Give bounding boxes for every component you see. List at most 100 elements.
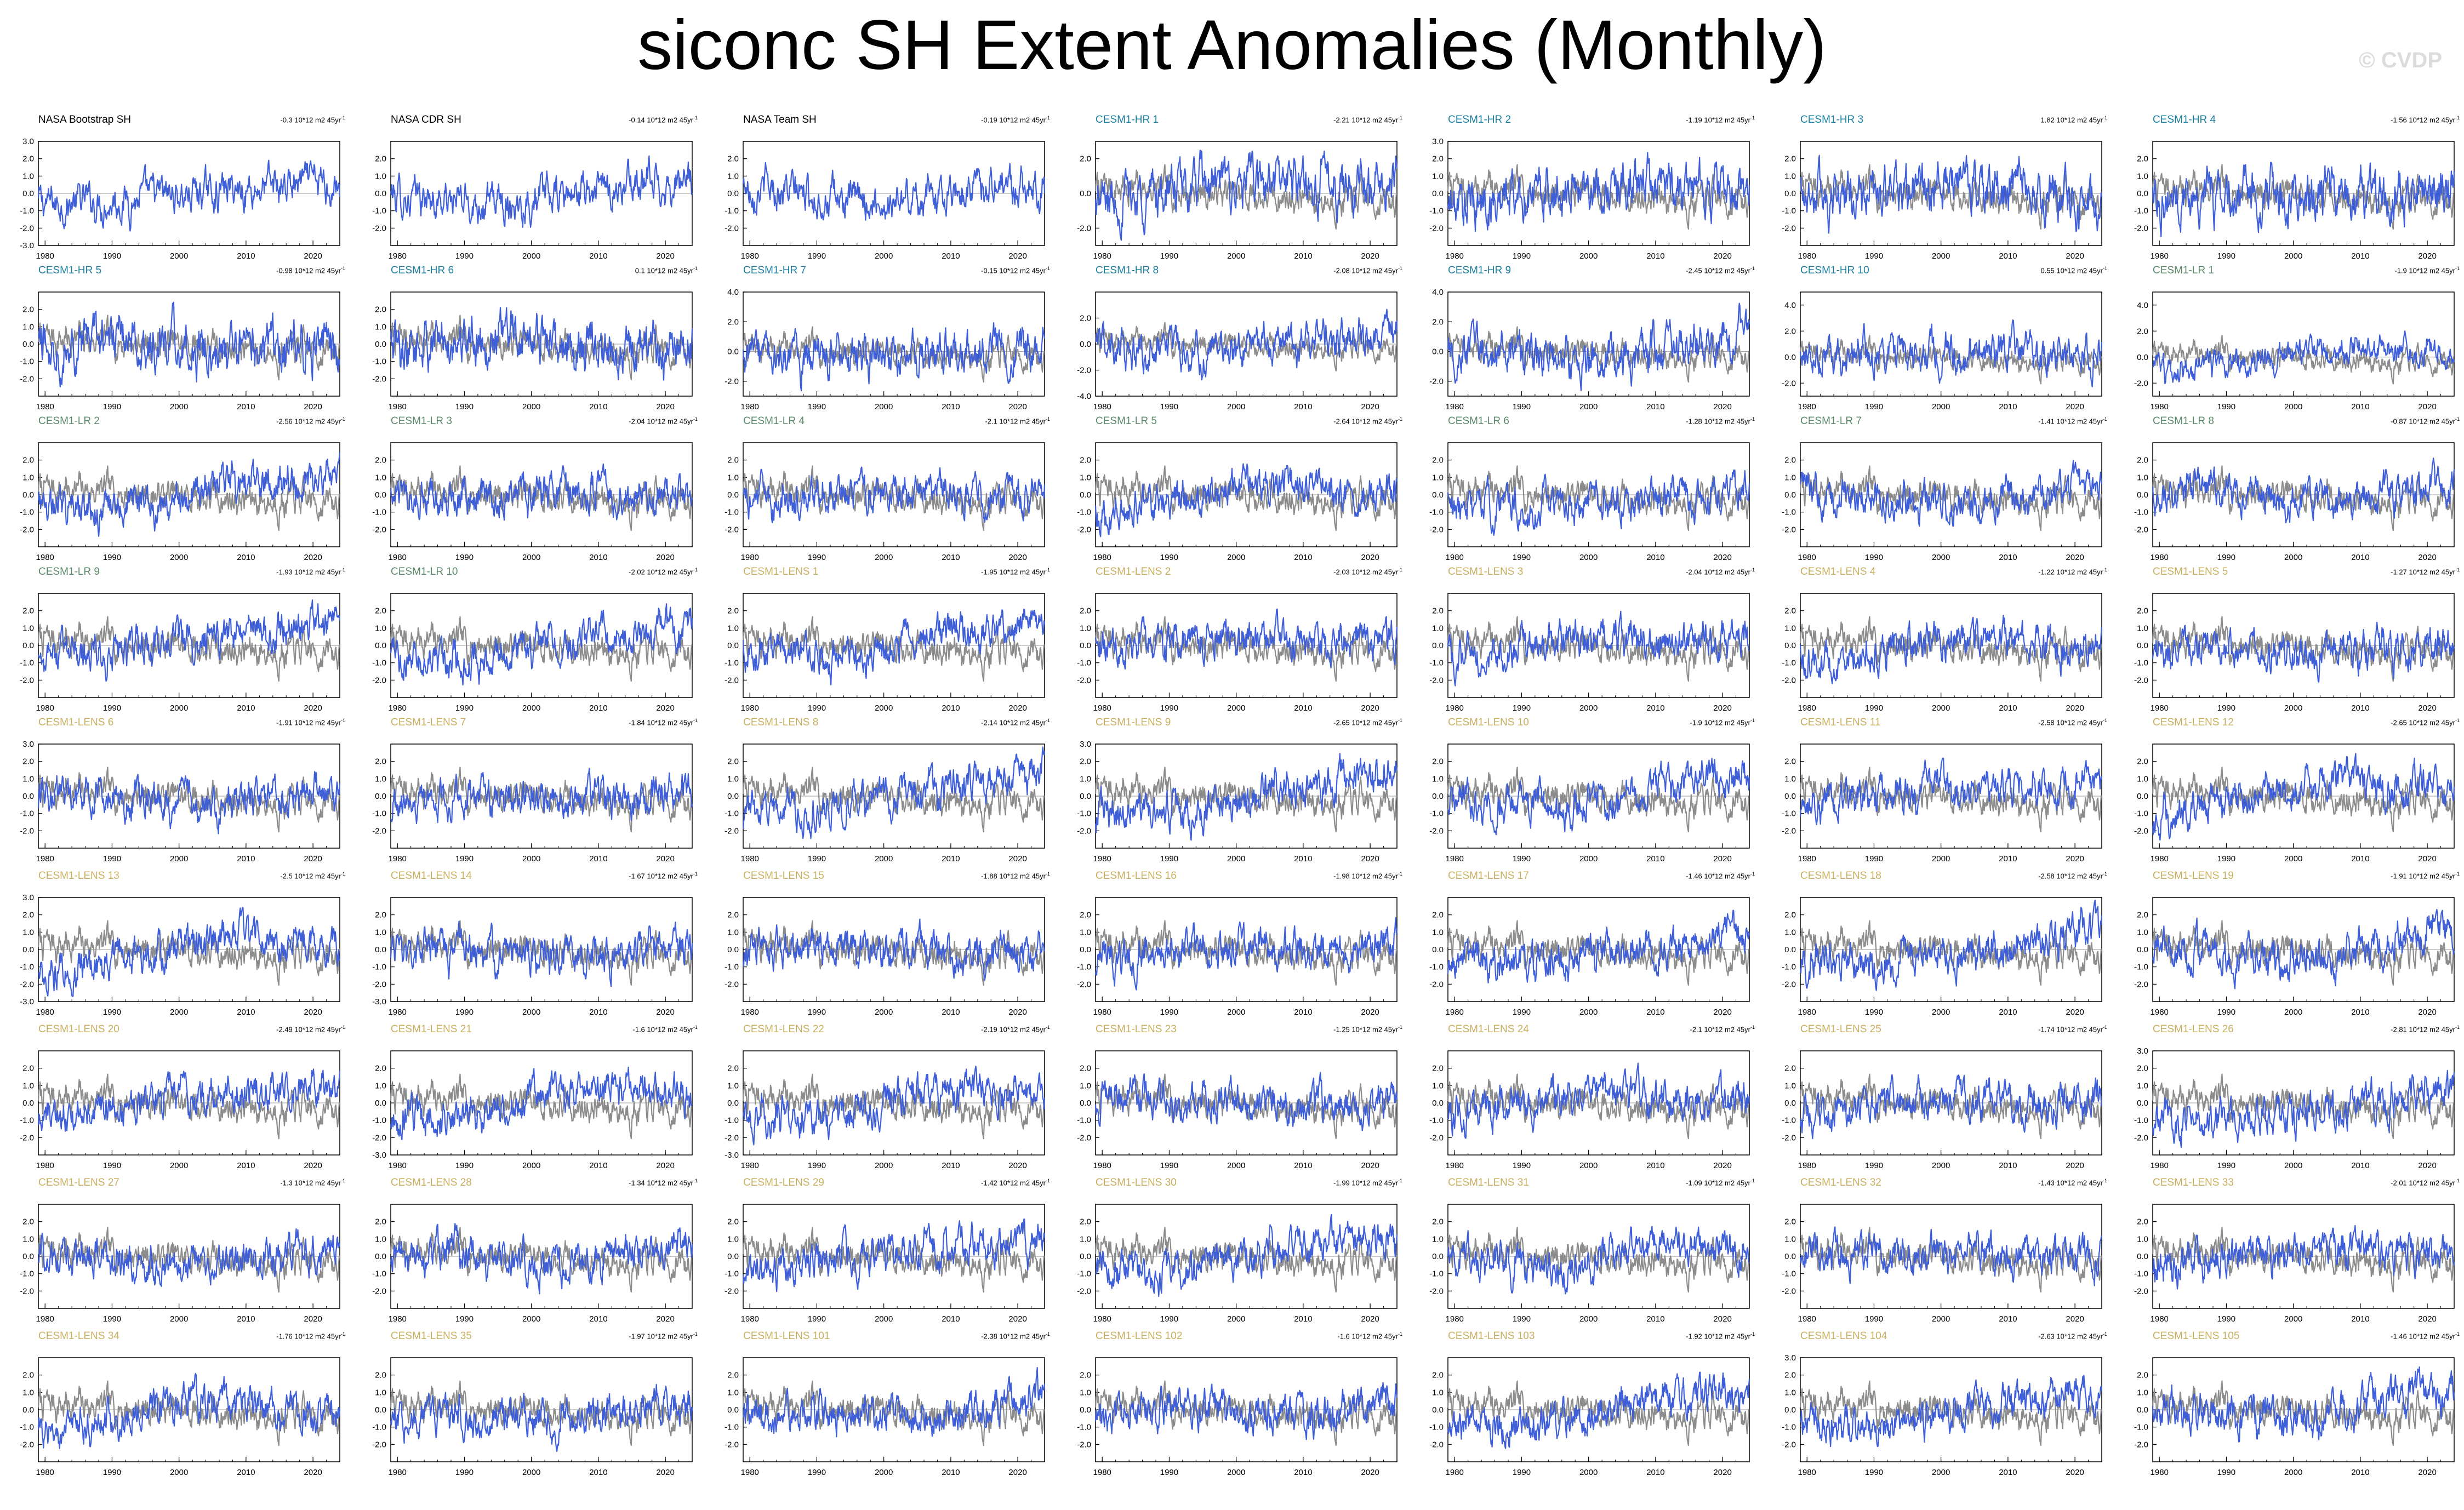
- chart-panel: NASA Bootstrap SH -0.3 10*12 m2 45yr-1 198…: [5, 110, 358, 263]
- x-tick-label: 1980: [389, 1008, 407, 1017]
- chart-panel: CESM1-LENS 28 -1.34 10*12 m2 45yr-1 1980 19…: [358, 1172, 710, 1326]
- panel-trend-label: -1.91 10*12 m2 45yr-1: [276, 718, 345, 727]
- x-tick-label: 2020: [1713, 402, 1731, 411]
- model-series-line: [2152, 162, 2455, 237]
- y-tick-label: 2.0: [22, 456, 34, 465]
- x-tick-label: 2020: [2418, 854, 2436, 863]
- panel-title: NASA Bootstrap SH: [38, 114, 131, 125]
- x-tick-label: 2000: [2284, 1468, 2302, 1477]
- y-tick-label: 1.0: [1080, 624, 1091, 633]
- x-tick-label: 2020: [1361, 1314, 1379, 1324]
- y-tick-label: 2.0: [1784, 911, 1796, 920]
- x-tick-label: 1990: [1513, 1468, 1531, 1477]
- panel-trend-label: -1.84 10*12 m2 45yr-1: [629, 718, 698, 727]
- trend-value: -2.64: [1333, 417, 1350, 426]
- panel-trend-label: -2.45 10*12 m2 45yr-1: [1686, 266, 1755, 274]
- x-tick-label: 2010: [1294, 1008, 1312, 1017]
- y-tick-label: 1.0: [1432, 624, 1444, 633]
- panel-trend-label: -2.14 10*12 m2 45yr-1: [981, 718, 1050, 727]
- y-tick-label: 0.0: [1432, 490, 1444, 500]
- model-series-line: [1447, 1226, 1750, 1295]
- y-tick-label: -1.0: [20, 207, 34, 216]
- panel-title: CESM1-LENS 7: [391, 717, 466, 728]
- panel-trend-label: -1.9 10*12 m2 45yr-1: [1690, 718, 1755, 727]
- model-series-line: [742, 608, 1046, 685]
- model-series-line: [1447, 610, 1750, 687]
- panel-trend-label: -2.04 10*12 m2 45yr-1: [1686, 567, 1755, 576]
- y-tick-label: -1.0: [1429, 1116, 1444, 1125]
- x-tick-label: 2000: [522, 703, 540, 713]
- observed-series-line: [1094, 767, 1398, 833]
- y-tick-label: 1.0: [375, 774, 386, 783]
- y-tick-label: 2.0: [1080, 456, 1091, 465]
- y-tick-label: 2.0: [727, 1217, 739, 1227]
- chart-panel: CESM1-LENS 102 -1.6 10*12 m2 45yr-1 1980 19…: [1063, 1326, 1415, 1479]
- trend-value: 0.1: [635, 266, 645, 275]
- y-tick-label: 0.0: [375, 490, 386, 500]
- x-tick-label: 2020: [2418, 1314, 2436, 1324]
- chart-panel: CESM1-LENS 13 -2.5 10*12 m2 45yr-1 1980 199…: [5, 866, 358, 1019]
- x-tick-label: 2020: [1713, 854, 1731, 863]
- y-tick-label: 1.0: [1784, 928, 1796, 937]
- x-tick-label: 1980: [1798, 251, 1816, 261]
- trend-unit: 10*12 m2 45yr: [1704, 872, 1750, 880]
- x-tick-label: 2010: [942, 1468, 960, 1477]
- y-tick-label: 0.0: [2137, 945, 2148, 954]
- x-tick-label: 2000: [522, 251, 540, 261]
- panel-title: CESM1-LENS 10: [1448, 717, 1529, 728]
- x-tick-label: 2020: [1713, 1161, 1731, 1170]
- x-tick-label: 2000: [2284, 703, 2302, 713]
- panel-plot: 1980 1990 2000 2010 2020 2.0 1.0 0.0 -1.0 -2.0: [20, 1204, 341, 1324]
- y-tick-label: -1.0: [372, 1116, 386, 1125]
- panel-plot: 1980 1990 2000 2010 2020 2.0 1.0 0.0 -1.0 -2.0: [725, 141, 1046, 261]
- y-tick-label: 1.0: [1784, 473, 1796, 482]
- chart-panel: CESM1-LENS 19 -1.91 10*12 m2 45yr-1 1980 19…: [2120, 866, 2464, 1019]
- x-tick-label: 2010: [237, 553, 255, 562]
- y-tick-label: -2.0: [372, 980, 386, 989]
- panel-title: CESM1-LENS 25: [1800, 1023, 1881, 1035]
- x-tick-label: 2020: [656, 553, 674, 562]
- x-tick-label: 2010: [589, 703, 607, 713]
- y-tick-label: 2.0: [375, 305, 386, 314]
- x-tick-label: 2000: [522, 1161, 540, 1170]
- trend-value: -1.99: [1333, 1179, 1350, 1187]
- x-tick-label: 1980: [2151, 1314, 2169, 1324]
- trend-unit: 10*12 m2 45yr: [647, 116, 693, 124]
- x-tick-label: 2000: [1227, 854, 1245, 863]
- x-tick-label: 2000: [170, 703, 188, 713]
- y-tick-label: 2.0: [22, 1064, 34, 1073]
- chart-panel: NASA Team SH -0.19 10*12 m2 45yr-1 1980 199…: [710, 110, 1063, 263]
- y-tick-label: 1.0: [375, 1388, 386, 1397]
- panel-title: CESM1-LENS 18: [1800, 870, 1881, 882]
- y-tick-label: 1.0: [727, 774, 739, 783]
- x-tick-label: 2020: [2066, 1468, 2084, 1477]
- y-tick-label: 2.0: [22, 757, 34, 767]
- y-tick-label: 1.0: [1432, 1081, 1444, 1090]
- y-tick-label: 0.0: [727, 792, 739, 801]
- y-tick-label: -1.0: [1429, 508, 1444, 517]
- x-tick-label: 2010: [1999, 703, 2017, 713]
- y-tick-label: 2.0: [1432, 317, 1444, 327]
- trend-value: -2.03: [1333, 568, 1350, 576]
- y-tick-label: -2.0: [725, 826, 739, 836]
- chart-panel: CESM1-LENS 101 -2.38 10*12 m2 45yr-1 1980 1…: [710, 1326, 1063, 1479]
- x-tick-label: 1990: [2217, 1008, 2235, 1017]
- trend-value: -0.14: [629, 116, 645, 124]
- x-tick-label: 2000: [875, 703, 893, 713]
- panel-plot: 1980 1990 2000 2010 2020 2.0 1.0 0.0 -1.0 -2.0: [725, 593, 1046, 713]
- x-tick-label: 2020: [304, 854, 322, 863]
- chart-panel: CESM1-LENS 29 -1.42 10*12 m2 45yr-1 1980 19…: [710, 1172, 1063, 1326]
- x-tick-label: 1980: [1446, 1468, 1464, 1477]
- x-tick-label: 2000: [1579, 553, 1598, 562]
- y-tick-label: -1.0: [20, 1423, 34, 1432]
- y-tick-label: -2.0: [2134, 1286, 2148, 1296]
- panel-title: CESM1-LENS 4: [1800, 566, 1876, 577]
- panel-trend-label: -1.19 10*12 m2 45yr-1: [1686, 115, 1755, 124]
- y-tick-label: -2.0: [2134, 525, 2148, 534]
- panel-title: CESM1-HR 7: [743, 265, 807, 276]
- model-series-line: [390, 603, 693, 686]
- x-tick-label: 2000: [2284, 553, 2302, 562]
- model-series-line: [1095, 308, 1398, 381]
- trend-unit: 10*12 m2 45yr: [999, 266, 1046, 275]
- y-tick-label: 1.0: [375, 928, 386, 937]
